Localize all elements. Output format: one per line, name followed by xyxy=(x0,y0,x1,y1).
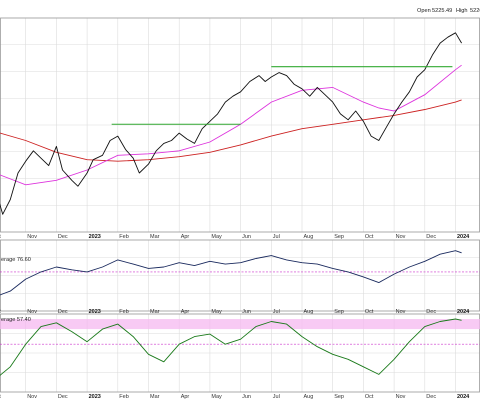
x-tick-label: Feb xyxy=(119,309,128,315)
x-tick-label: Jul xyxy=(273,309,280,315)
x-tick-label: Sep xyxy=(334,394,344,400)
indicator-2-label: erage 57.40 xyxy=(1,317,31,323)
x-tick-label: Mar xyxy=(150,394,160,400)
indicator-1-line xyxy=(0,250,462,296)
x-tick-label: May xyxy=(211,309,222,315)
moving-average-fast xyxy=(0,64,462,186)
price-panel xyxy=(0,32,462,215)
x-tick-label: ct xyxy=(0,394,1,400)
x-tick-label: Feb xyxy=(119,234,128,240)
x-axis: ct ct ct Nov Nov Nov Dec Dec Dec 2023 2023 2023 Feb F… xyxy=(0,234,470,400)
x-tick-label: ct xyxy=(0,234,1,240)
indicator-1-panel xyxy=(0,250,480,296)
price-line xyxy=(0,32,462,215)
header-open-value: 5225.49 xyxy=(432,8,452,14)
x-tick-label: Aug xyxy=(304,234,314,240)
x-tick-label: Nov xyxy=(396,234,406,240)
x-tick-label: Nov xyxy=(27,394,37,400)
x-tick-label: Dec xyxy=(58,394,68,400)
x-tick-label: Nov xyxy=(27,309,37,315)
moving-average-slow xyxy=(0,99,462,162)
x-tick-label: Aug xyxy=(304,309,314,315)
x-tick-label: Dec xyxy=(58,309,68,315)
x-tick-label: Jun xyxy=(242,309,251,315)
x-tick-label: 2024 xyxy=(457,394,470,400)
x-tick-label: Nov xyxy=(27,234,37,240)
x-tick-label: Dec xyxy=(58,234,68,240)
x-tick-label: May xyxy=(211,234,222,240)
x-tick-label: 2023 xyxy=(89,309,101,315)
x-tick-label: Jun xyxy=(242,234,251,240)
x-tick-label: Nov xyxy=(396,394,406,400)
indicator-2-panel xyxy=(0,318,480,376)
x-tick-label: Mar xyxy=(150,309,160,315)
header-high-label: High xyxy=(456,8,468,14)
x-tick-label: Dec xyxy=(426,394,436,400)
x-tick-label: Oct xyxy=(365,234,374,240)
x-tick-label: Jun xyxy=(242,394,251,400)
x-tick-label: Jul xyxy=(273,394,280,400)
x-tick-label: 2023 xyxy=(89,394,101,400)
x-tick-label: 2024 xyxy=(457,234,470,240)
x-tick-label: Sep xyxy=(334,234,344,240)
indicator-2-line xyxy=(0,318,462,376)
x-tick-label: Dec xyxy=(426,234,436,240)
x-tick-label: ct xyxy=(0,309,1,315)
x-tick-label: 2023 xyxy=(89,234,101,240)
x-tick-label: Aug xyxy=(304,394,314,400)
x-tick-label: May xyxy=(211,394,222,400)
header-open-label: Open xyxy=(417,8,431,14)
x-tick-label: Oct xyxy=(365,309,374,315)
x-tick-label: Dec xyxy=(426,309,436,315)
indicator-1-label: erage 76.60 xyxy=(1,257,31,263)
x-tick-label: Feb xyxy=(119,394,128,400)
x-tick-label: Mar xyxy=(150,234,160,240)
x-tick-label: 2024 xyxy=(457,309,470,315)
x-tick-label: Sep xyxy=(334,309,344,315)
x-tick-label: Jul xyxy=(273,234,280,240)
x-tick-label: Nov xyxy=(396,309,406,315)
x-tick-label: Oct xyxy=(365,394,374,400)
x-tick-label: Apr xyxy=(181,394,190,400)
x-tick-label: Apr xyxy=(181,309,190,315)
indicator-2-band xyxy=(0,319,480,330)
x-tick-label: Apr xyxy=(181,234,190,240)
header-high-value: 5226 xyxy=(470,8,480,14)
